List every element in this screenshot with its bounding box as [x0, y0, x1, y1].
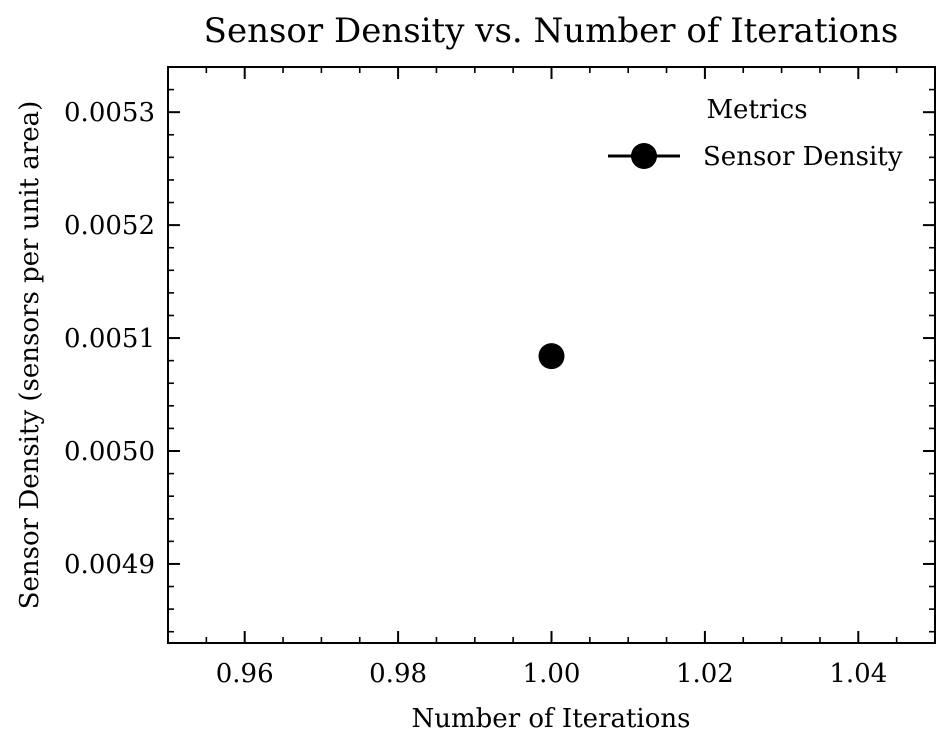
plot-area	[167, 66, 936, 644]
x-minor-ticks	[205, 67, 898, 643]
legend-marker	[631, 143, 657, 169]
x-axis-label: Number of Iterations	[412, 704, 691, 734]
y-tick-label: 0.0049	[64, 550, 155, 580]
x-tick-label: 1.04	[829, 659, 887, 689]
legend: Metrics Sensor Density	[608, 95, 903, 172]
x-tick-labels: 0.96 0.98 1.00 1.02 1.04	[216, 659, 887, 689]
y-major-ticks	[168, 111, 935, 565]
x-tick-label: 0.98	[369, 659, 427, 689]
x-tick-label: 0.96	[216, 659, 274, 689]
x-tick-label: 1.00	[523, 659, 581, 689]
x-major-ticks	[243, 67, 860, 643]
legend-title: Metrics	[706, 95, 807, 125]
y-tick-label: 0.0051	[64, 324, 155, 354]
legend-series-name: Sensor Density	[703, 142, 903, 172]
y-axis-label: Sensor Density (sensors per unit area)	[15, 101, 45, 610]
y-tick-labels: 0.0049 0.0050 0.0051 0.0052 0.0053	[64, 98, 155, 580]
data-point	[538, 343, 565, 370]
x-tick-label: 1.02	[676, 659, 734, 689]
y-tick-label: 0.0053	[64, 98, 155, 128]
y-minor-ticks	[168, 88, 935, 633]
y-tick-label: 0.0052	[64, 211, 155, 241]
y-tick-label: 0.0050	[64, 437, 155, 467]
data-points	[538, 343, 565, 370]
chart-title: Sensor Density vs. Number of Iterations	[204, 11, 899, 51]
